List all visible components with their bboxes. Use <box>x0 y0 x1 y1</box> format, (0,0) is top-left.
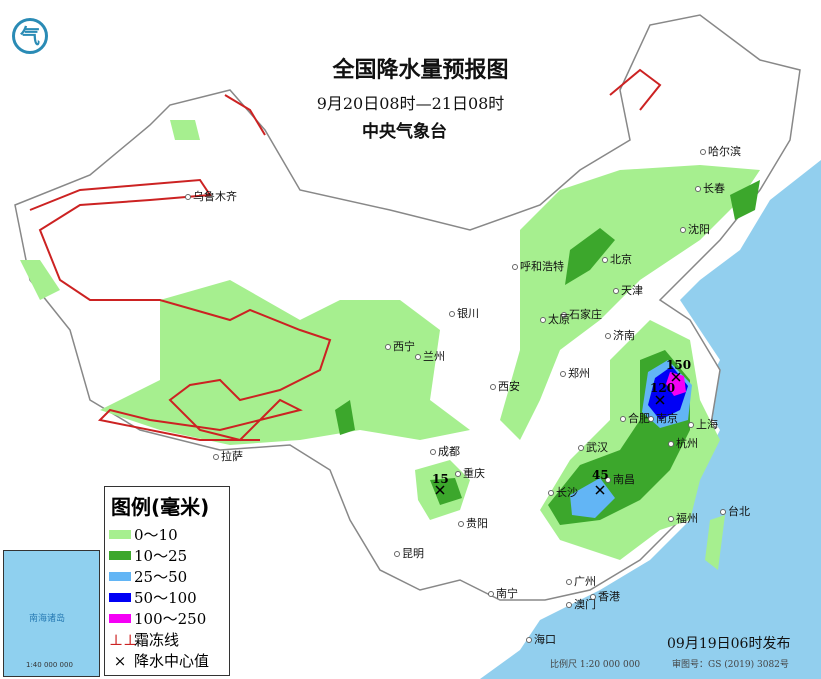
city-label: 长沙 <box>548 484 578 500</box>
city-label: 长春 <box>695 180 725 196</box>
city-label: 合肥 <box>620 410 650 426</box>
rain-100-250-area <box>666 372 686 396</box>
scale: 比例尺 1:20 000 000 <box>550 660 641 670</box>
issuer: 中央气象台 <box>362 122 447 142</box>
sea <box>480 160 821 679</box>
city-label: 海口 <box>526 631 556 647</box>
forecast-period: 9月20日08时—21日08时 <box>316 94 505 113</box>
city-label: 福州 <box>668 510 698 526</box>
city-label: 兰州 <box>415 348 445 364</box>
legend-item: × 降水中心值 <box>105 650 229 671</box>
frost-lines <box>29 68 662 442</box>
swatch <box>109 614 131 623</box>
city-label: 乌鲁木齐 <box>185 188 237 204</box>
legend: 图例(毫米) 0～10 10～25 25～50 50～100 100～250 ⊥… <box>104 486 230 676</box>
city-label: 银川 <box>449 305 479 321</box>
city-label: 南京 <box>648 410 678 426</box>
legend-item: 0～10 <box>105 524 229 545</box>
city-label: 武汉 <box>578 439 608 455</box>
rain-center-crosses <box>435 372 681 495</box>
rain-center-value: 45 <box>592 468 609 482</box>
swatch <box>109 572 131 581</box>
city-label: 拉萨 <box>213 448 243 464</box>
city-label: 香港 <box>590 588 620 604</box>
city-label: 昆明 <box>394 545 424 561</box>
rain-center-value: 150 <box>666 358 692 372</box>
map-number: 审图号：GS (2019) 3082号 <box>672 660 789 670</box>
rain-center-value: 120 <box>650 381 676 395</box>
legend-item: ⊥⊥ 霜冻线 <box>109 630 180 650</box>
south-china-sea-inset: 南海诸岛 1:40 000 000 <box>3 550 100 677</box>
city-label: 西安 <box>490 378 520 394</box>
city-label: 南昌 <box>605 471 635 487</box>
map-title: 全国降水量预报图 <box>332 58 509 83</box>
legend-item: 100～250 <box>105 608 229 629</box>
frost-line-icon: ⊥⊥ <box>109 630 138 649</box>
city-label: 重庆 <box>455 465 485 481</box>
cross-icon: × <box>113 651 127 670</box>
legend-title: 图例(毫米) <box>111 495 210 519</box>
city-label: 天津 <box>613 282 643 298</box>
city-label: 台北 <box>720 503 750 519</box>
city-label: 南宁 <box>488 585 518 601</box>
swatch <box>109 530 131 539</box>
cma-logo-icon: 气 <box>12 18 48 54</box>
city-label: 成都 <box>430 443 460 459</box>
legend-item: 25～50 <box>105 566 229 587</box>
city-label: 呼和浩特 <box>512 258 564 274</box>
city-label: 贵阳 <box>458 515 488 531</box>
city-label: 上海 <box>688 416 718 432</box>
inset-label: 南海诸岛 <box>29 614 66 624</box>
publish-time: 09月19日06时发布 <box>667 636 791 652</box>
city-label: 沈阳 <box>680 221 710 237</box>
city-label: 广州 <box>566 573 596 589</box>
legend-item: 50～100 <box>105 587 229 608</box>
city-label: 太原 <box>540 311 570 327</box>
city-label: 北京 <box>602 251 632 267</box>
city-label: 西宁 <box>385 338 415 354</box>
city-label: 郑州 <box>560 365 590 381</box>
rain-center-value: 15 <box>432 472 449 486</box>
inset-scale: 1:40 000 000 <box>26 661 73 669</box>
city-label: 哈尔滨 <box>700 143 741 159</box>
city-label: 济南 <box>605 327 635 343</box>
swatch <box>109 551 131 560</box>
legend-item: 10～25 <box>105 545 229 566</box>
city-label: 杭州 <box>668 435 698 451</box>
swatch <box>109 593 131 602</box>
city-label: 石家庄 <box>561 306 602 322</box>
